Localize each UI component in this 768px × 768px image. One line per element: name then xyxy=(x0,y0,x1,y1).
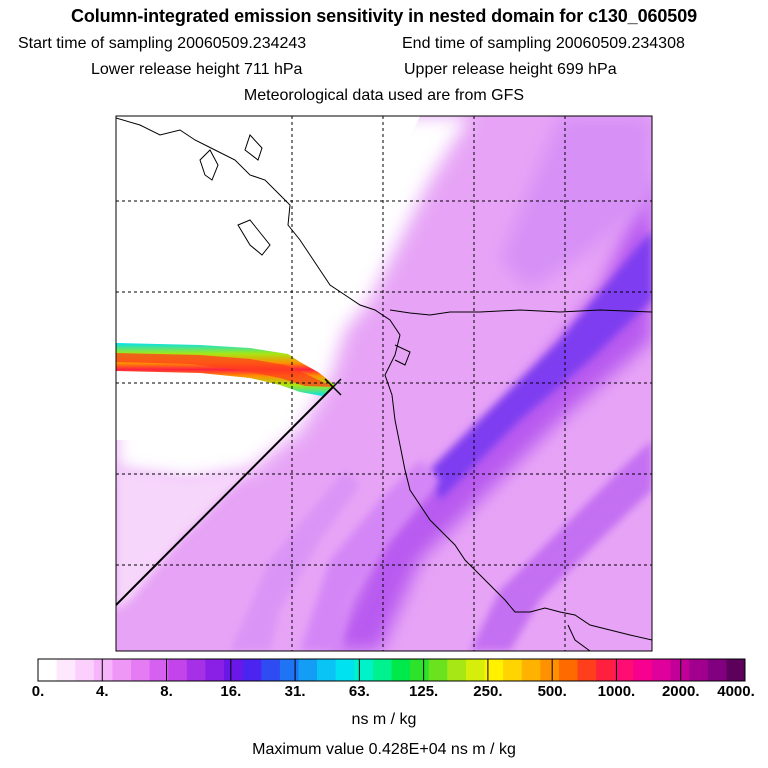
map-title: Column-integrated emission sensitivity i… xyxy=(70,6,698,26)
colorbar-swatch xyxy=(465,659,486,681)
colorbar-swatch xyxy=(521,659,541,681)
plume-core xyxy=(116,353,334,387)
colorbar-swatch xyxy=(410,659,430,681)
colorbar-swatch xyxy=(651,659,672,681)
coast-inlet xyxy=(394,344,411,366)
light-region-sw xyxy=(116,470,250,610)
colorbar-swatch xyxy=(75,659,95,681)
band-south-3 xyxy=(470,440,652,651)
band-south-1 xyxy=(300,460,440,651)
colorbar-swatch xyxy=(689,659,709,681)
peak-sensitivity-band xyxy=(430,230,652,500)
colorbar-label: 16. xyxy=(220,683,242,700)
colorbar-label: 8. xyxy=(160,683,173,700)
islands xyxy=(199,134,271,256)
band-south-2 xyxy=(230,470,360,651)
colorbar-label: 31. xyxy=(284,683,306,700)
mid-sensitivity-band-ne xyxy=(500,116,652,290)
colorbar-swatch xyxy=(56,659,76,681)
colorbar-label: 250. xyxy=(473,683,503,700)
colorbar-swatch xyxy=(298,659,318,681)
upper-release-label: Upper release height 699 hPa xyxy=(404,61,617,78)
coastline xyxy=(116,117,652,641)
colorbar-swatch xyxy=(112,659,132,681)
border-line xyxy=(389,309,652,316)
colorbar-swatch xyxy=(726,659,746,681)
colorbar-swatch xyxy=(633,659,653,681)
colorbar-swatch xyxy=(242,659,262,681)
colorbar-swatch xyxy=(354,659,374,681)
colorbar-swatch xyxy=(596,659,616,681)
colorbar xyxy=(37,658,746,682)
colorbar-label: 500. xyxy=(537,683,567,700)
colorbar-swatch xyxy=(168,659,188,681)
colorbar-swatch xyxy=(484,659,504,681)
colorbar-swatch xyxy=(93,659,113,681)
colorbar-label: 1000. xyxy=(597,683,636,700)
colorbar-swatch xyxy=(38,659,58,681)
map-field xyxy=(116,116,652,651)
colorbar-label: 4000. xyxy=(717,683,755,700)
colorbar-swatch xyxy=(577,659,597,681)
colorbar-swatch xyxy=(391,659,411,681)
colorbar-swatch xyxy=(186,659,206,681)
max-value-label: Maximum value 0.428E+04 ns m / kg xyxy=(252,741,516,758)
grid-lines xyxy=(116,116,652,651)
colorbar-label: 2000. xyxy=(661,683,700,700)
release-marker xyxy=(324,378,342,396)
colorbar-swatch xyxy=(317,659,337,681)
colorbar-swatch xyxy=(279,659,299,681)
met-data-label: Meteorological data used are from GFS xyxy=(243,87,525,104)
colorbar-swatch xyxy=(447,659,467,681)
colorbar-swatch xyxy=(503,659,523,681)
colorbar-swatch xyxy=(707,659,727,681)
colorbar-swatch xyxy=(558,659,579,681)
colorbar-label: 125. xyxy=(409,683,439,700)
colorbar-swatch xyxy=(205,659,225,681)
lower-release-label: Lower release height 711 hPa xyxy=(91,61,303,78)
colorbar-label: 4. xyxy=(96,683,109,700)
colorbar-swatch xyxy=(335,659,355,681)
colorbar-swatch xyxy=(261,659,281,681)
flight-track xyxy=(116,386,334,606)
colorbar-label: 63. xyxy=(348,683,370,700)
colorbar-swatch xyxy=(670,659,690,681)
high-sensitivity-band xyxy=(330,170,652,651)
coast-detail-se xyxy=(567,624,591,651)
map-frame xyxy=(115,115,653,652)
colorbar-unit: ns m / kg xyxy=(351,711,417,728)
colorbar-swatch xyxy=(540,659,560,681)
start-time-label: Start time of sampling 20060509.234243 xyxy=(18,35,307,52)
colorbar-swatch xyxy=(131,659,151,681)
colorbar-swatch xyxy=(149,659,169,681)
colorbar-label: 0. xyxy=(31,683,45,700)
colorbar-swatch xyxy=(224,659,244,681)
colorbar-swatch xyxy=(428,659,448,681)
end-time-label: End time of sampling 20060509.234308 xyxy=(402,35,685,52)
colorbar-swatch xyxy=(372,659,392,681)
colorbar-swatch xyxy=(614,659,634,681)
